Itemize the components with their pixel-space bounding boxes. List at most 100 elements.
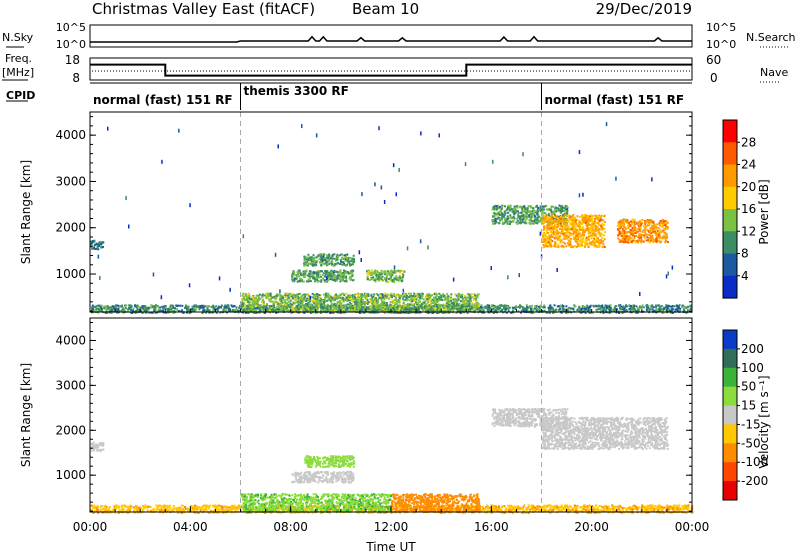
heatmap-cell — [470, 306, 473, 309]
heatmap-cell — [317, 254, 320, 257]
heatmap-cell — [689, 305, 692, 308]
heatmap-cell — [397, 269, 400, 272]
heatmap-cell — [493, 208, 496, 211]
heatmap-cell — [334, 259, 337, 262]
heatmap-cell — [341, 263, 344, 266]
heatmap-cell — [632, 306, 634, 309]
heatmap-cell — [546, 228, 549, 231]
heatmap-cell — [433, 299, 436, 302]
heatmap-cell — [350, 257, 353, 260]
heatmap-cell — [579, 225, 581, 228]
heatmap-cell — [378, 272, 381, 274]
heatmap-cell — [354, 293, 356, 296]
heatmap-cell — [566, 213, 568, 216]
heatmap-cell — [375, 306, 378, 309]
heatmap-cell — [441, 293, 444, 296]
heatmap-cell — [574, 305, 577, 308]
heatmap-cell — [635, 312, 638, 314]
heatmap-cell — [465, 296, 468, 299]
heatmap-cell — [291, 276, 294, 279]
heatmap-cell — [584, 229, 587, 232]
heatmap-cell — [255, 302, 258, 304]
heatmap-cell — [394, 297, 397, 299]
heatmap-cell — [488, 306, 491, 309]
heatmap-cell — [372, 299, 375, 302]
heatmap-cell — [499, 219, 502, 222]
heatmap-cell — [535, 304, 538, 307]
heatmap-cell — [448, 309, 451, 312]
heatmap-cell — [377, 304, 380, 307]
heatmap-cell — [385, 295, 388, 298]
heatmap-cell — [501, 309, 504, 312]
heatmap-cell — [331, 273, 334, 276]
heatmap-cell — [517, 211, 520, 214]
heatmap-cell — [393, 292, 396, 295]
heatmap-cell — [284, 296, 287, 299]
heatmap-cell — [366, 278, 369, 281]
heatmap-cell — [528, 215, 531, 218]
heatmap-cell — [377, 279, 380, 282]
heatmap-cell — [399, 305, 402, 308]
heatmap-cell — [557, 209, 560, 212]
heatmap-cell — [475, 301, 478, 304]
heatmap-cell — [468, 304, 471, 307]
heatmap-cell — [320, 298, 323, 301]
heatmap-cell — [475, 298, 478, 301]
heatmap-cell — [419, 297, 422, 300]
heatmap-cell — [507, 204, 510, 207]
heatmap-cell — [263, 307, 266, 310]
heatmap-cell — [344, 259, 347, 262]
heatmap-cell — [397, 279, 400, 282]
heatmap-cell — [252, 300, 255, 303]
heatmap-cell — [425, 310, 428, 312]
heatmap-cell — [670, 309, 673, 312]
heatmap-cell — [312, 264, 315, 267]
heatmap-cell — [318, 273, 321, 276]
heatmap-cell — [225, 305, 228, 308]
heatmap-cell — [284, 310, 287, 312]
heatmap-cell — [310, 296, 312, 299]
heatmap-cell — [539, 217, 542, 219]
heatmap-cell — [412, 300, 415, 303]
heatmap-cell — [566, 208, 568, 211]
heatmap-cell — [445, 310, 448, 313]
noise-right-tick-top: 10^5 — [706, 21, 736, 34]
heatmap-cell — [336, 256, 339, 259]
heatmap-cell — [224, 307, 226, 310]
heatmap-cell — [386, 309, 389, 312]
heatmap-cell — [423, 304, 426, 307]
heatmap-cell — [406, 303, 409, 305]
heatmap-cell — [494, 222, 496, 225]
heatmap-cell — [507, 307, 510, 310]
heatmap-cell — [469, 297, 472, 300]
heatmap-cell — [549, 216, 552, 219]
heatmap-cell — [418, 305, 421, 308]
heatmap-cell — [663, 306, 666, 309]
heatmap-cell — [636, 307, 639, 309]
heatmap-cell — [645, 304, 648, 307]
heatmap-cell — [612, 308, 615, 311]
heatmap-cell — [255, 310, 257, 313]
heatmap-cell — [438, 292, 441, 295]
heatmap-cell — [555, 218, 558, 221]
heatmap-cell — [556, 215, 559, 218]
heatmap-cell — [90, 242, 93, 245]
heatmap-cell — [286, 298, 289, 301]
heatmap-cell — [304, 295, 307, 298]
heatmap-cell — [528, 222, 531, 225]
heatmap-cell — [566, 227, 569, 230]
heatmap-cell — [530, 215, 533, 218]
heatmap-cell — [592, 233, 595, 236]
heatmap-cell — [442, 303, 445, 306]
heatmap-cell — [117, 304, 120, 307]
heatmap-cell — [358, 296, 361, 299]
heatmap-cell — [563, 218, 566, 221]
heatmap-cell — [305, 308, 308, 311]
heatmap-cell — [545, 214, 548, 217]
heatmap-cell — [430, 300, 433, 303]
heatmap-cell — [573, 304, 576, 307]
heatmap-cell — [544, 245, 547, 248]
heatmap-cell — [101, 241, 104, 243]
heatmap-cell — [513, 212, 516, 215]
heatmap-cell — [316, 295, 319, 298]
